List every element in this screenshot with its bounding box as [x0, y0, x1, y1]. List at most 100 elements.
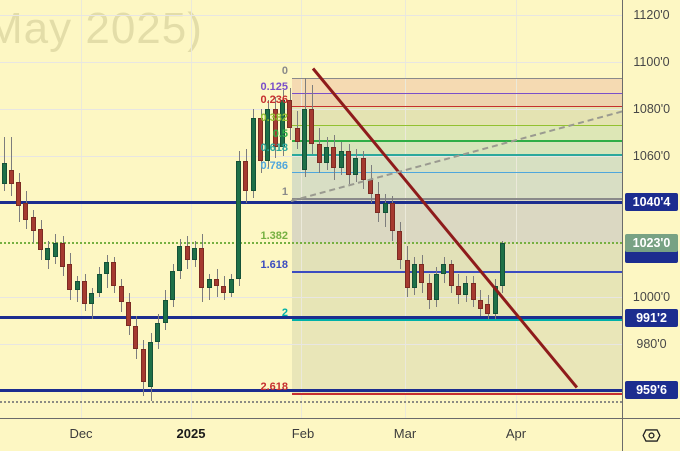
- fib-label-0.236: 0.236: [260, 93, 288, 106]
- candle-down: [404, 259, 410, 288]
- price-badge[interactable]: 991'2: [625, 308, 678, 327]
- gridline-horizontal: [0, 156, 622, 158]
- fib-band: [292, 78, 622, 94]
- fib-band: [292, 140, 622, 155]
- candle-up: [353, 158, 359, 175]
- candle-down: [368, 179, 373, 194]
- candle-up: [74, 280, 80, 291]
- candle-up: [492, 285, 498, 314]
- candle-up: [411, 264, 417, 288]
- candle-up: [170, 271, 176, 300]
- candle-down: [60, 243, 66, 267]
- price-badge[interactable]: 1023'0: [625, 234, 678, 253]
- candle-down: [287, 99, 293, 128]
- candle-down: [455, 285, 461, 295]
- fib-line-1.618[interactable]: [292, 271, 622, 273]
- candle-down: [140, 349, 146, 383]
- current-price-line: [0, 242, 622, 245]
- fib-band: [292, 319, 622, 394]
- fib-band: [292, 172, 622, 199]
- price-tick: 1120'0: [633, 7, 670, 22]
- time-label: Dec: [69, 426, 93, 441]
- candle-up: [280, 99, 286, 147]
- candle-up: [52, 243, 58, 258]
- candle-up: [148, 342, 154, 387]
- candle-down: [485, 304, 491, 314]
- candle-up: [1, 163, 7, 185]
- gridline-horizontal: [0, 297, 622, 299]
- time-label: Mar: [393, 426, 417, 441]
- candle-down: [30, 217, 36, 232]
- candle-up: [45, 247, 51, 260]
- candle-down: [419, 264, 425, 284]
- candle-down: [470, 283, 476, 300]
- chart-plot-area: May 2025) 0 0.125 0.236 0.382 0.5 0.618 0.786 1…: [0, 0, 622, 418]
- fib-label-0.125: 0.125: [260, 80, 288, 93]
- contract-low-line: [0, 401, 622, 404]
- candle-down: [272, 108, 278, 147]
- candle-down: [316, 144, 322, 164]
- fib-line-1[interactable]: [292, 198, 622, 200]
- fib-line-2.618[interactable]: [292, 393, 622, 395]
- fib-line-0.382[interactable]: [292, 124, 622, 127]
- fib-line-0.618[interactable]: [292, 154, 622, 156]
- time-axis[interactable]: Dec 2025 Feb Mar Apr: [0, 418, 622, 451]
- support-line[interactable]: [0, 316, 622, 320]
- fib-band: [292, 243, 622, 272]
- fib-line-0[interactable]: [292, 77, 622, 80]
- price-badge[interactable]: 1040'4: [625, 193, 678, 211]
- gridline-vertical: [516, 0, 517, 418]
- candle-down: [38, 229, 44, 251]
- candle-down: [360, 158, 366, 180]
- gridline-horizontal: [0, 61, 622, 63]
- candle-wick: [11, 137, 13, 197]
- candle-up: [192, 247, 198, 260]
- candle-down: [133, 325, 139, 350]
- candle-down: [294, 127, 300, 142]
- fib-label-0.618: 0.618: [260, 141, 288, 154]
- price-axis[interactable]: 1120'0 1100'0 1080'0 1060'0 1000'0 980'0 1040…: [622, 0, 680, 418]
- fib-line-0.5[interactable]: [292, 140, 622, 142]
- support-line[interactable]: [0, 388, 622, 392]
- fib-band: [292, 198, 622, 244]
- fib-line-0.786[interactable]: [292, 171, 622, 174]
- gridline-horizontal: [0, 344, 622, 346]
- candle-down: [426, 283, 432, 300]
- candle-down: [111, 262, 117, 286]
- candle-down: [199, 247, 205, 288]
- fib-label-0.382: 0.382: [260, 112, 288, 125]
- candle-down: [258, 118, 264, 161]
- candle-down: [126, 302, 132, 326]
- watermark: May 2025): [0, 4, 203, 53]
- candle-up: [250, 118, 256, 192]
- candle-up: [155, 323, 161, 343]
- fib-label-0.786: 0.786: [260, 159, 288, 172]
- price-tick: 1000'0: [632, 290, 671, 305]
- support-line[interactable]: [0, 200, 622, 204]
- candle-down: [16, 181, 22, 206]
- fib-line-2[interactable]: [292, 319, 622, 321]
- candle-up: [441, 264, 447, 274]
- gridline-vertical: [81, 0, 82, 418]
- candle-up: [302, 108, 308, 171]
- axis-settings-icon[interactable]: [642, 428, 661, 442]
- candle-up: [177, 245, 183, 272]
- fib-line-0.125[interactable]: [292, 92, 622, 95]
- candle-down: [309, 108, 315, 145]
- fib-label-1.618: 1.618: [260, 258, 288, 271]
- candle-down: [23, 203, 29, 220]
- price-badge[interactable]: 959'6: [625, 381, 678, 400]
- candle-up: [324, 146, 330, 164]
- gridline-vertical: [405, 0, 406, 418]
- fib-label-1.382: 1.382: [260, 230, 288, 243]
- candle-up: [499, 243, 505, 286]
- candle-up: [104, 262, 110, 274]
- fib-line-0.236[interactable]: [292, 105, 622, 108]
- fib-band: [292, 125, 622, 141]
- candle-up: [96, 273, 102, 293]
- time-label: Feb: [291, 426, 315, 441]
- candle-up: [338, 151, 344, 168]
- fib-label-0.5: 0.5: [272, 127, 288, 140]
- candle-up: [89, 292, 95, 305]
- candle-up: [265, 108, 271, 161]
